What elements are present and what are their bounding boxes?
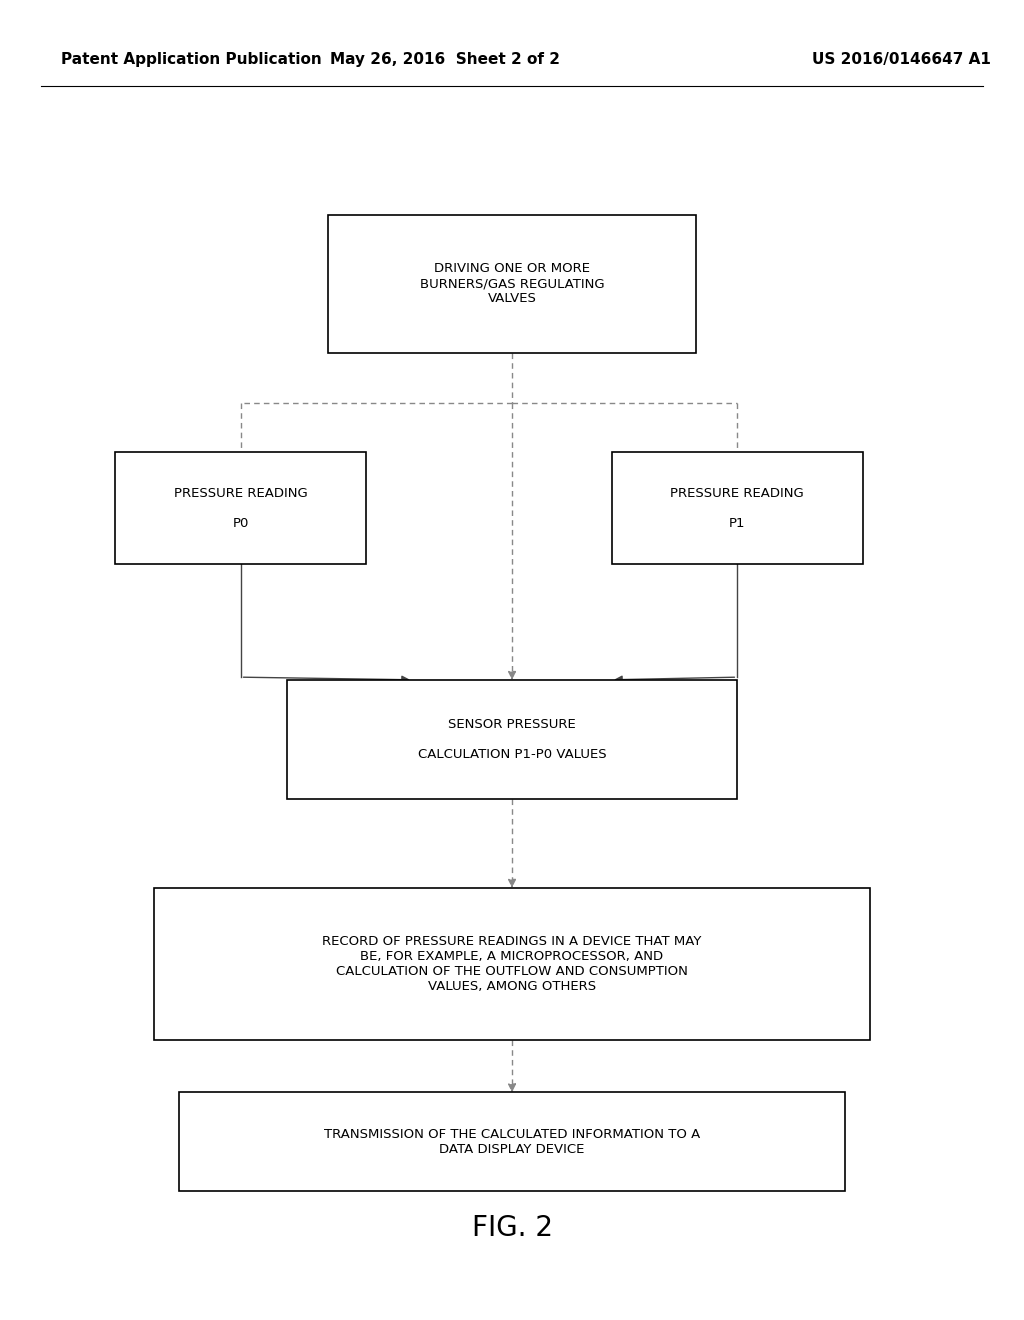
Text: US 2016/0146647 A1: US 2016/0146647 A1	[812, 51, 990, 67]
Text: FIG. 2: FIG. 2	[471, 1213, 553, 1242]
Text: TRANSMISSION OF THE CALCULATED INFORMATION TO A
DATA DISPLAY DEVICE: TRANSMISSION OF THE CALCULATED INFORMATI…	[324, 1127, 700, 1156]
FancyBboxPatch shape	[611, 451, 862, 565]
Text: Patent Application Publication: Patent Application Publication	[61, 51, 323, 67]
FancyBboxPatch shape	[154, 887, 870, 1040]
Text: May 26, 2016  Sheet 2 of 2: May 26, 2016 Sheet 2 of 2	[331, 51, 560, 67]
Text: DRIVING ONE OR MORE
BURNERS/GAS REGULATING
VALVES: DRIVING ONE OR MORE BURNERS/GAS REGULATI…	[420, 263, 604, 305]
Text: SENSOR PRESSURE

CALCULATION P1-P0 VALUES: SENSOR PRESSURE CALCULATION P1-P0 VALUES	[418, 718, 606, 760]
FancyBboxPatch shape	[328, 214, 696, 352]
Text: PRESSURE READING

P0: PRESSURE READING P0	[174, 487, 307, 529]
FancyBboxPatch shape	[179, 1093, 845, 1191]
FancyBboxPatch shape	[115, 451, 367, 565]
FancyBboxPatch shape	[287, 680, 737, 799]
Text: PRESSURE READING

P1: PRESSURE READING P1	[671, 487, 804, 529]
Text: RECORD OF PRESSURE READINGS IN A DEVICE THAT MAY
BE, FOR EXAMPLE, A MICROPROCESS: RECORD OF PRESSURE READINGS IN A DEVICE …	[323, 935, 701, 993]
